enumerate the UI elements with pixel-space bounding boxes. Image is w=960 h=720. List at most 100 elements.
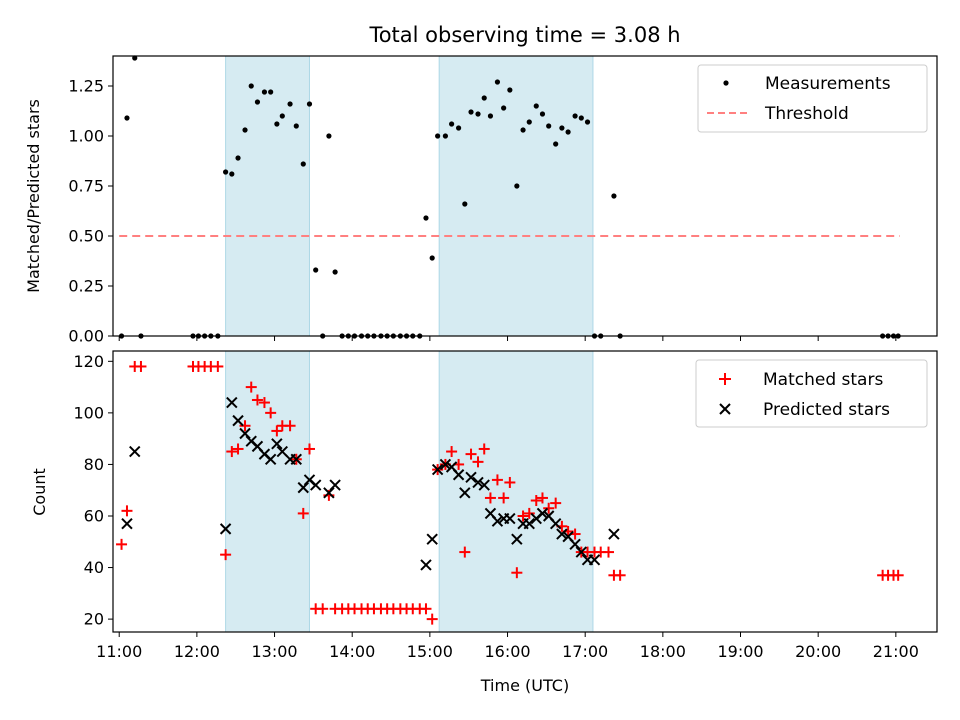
chart-title: Total observing time = 3.08 h	[368, 23, 680, 47]
count-legend: Matched stars Predicted stars	[695, 359, 928, 428]
matched-star-point	[491, 474, 503, 486]
measurement-point	[501, 105, 507, 111]
threshold-legend-label: Threshold	[764, 104, 849, 124]
measurement-point	[261, 89, 268, 95]
count-y-axis-label: Count	[30, 468, 49, 516]
ratio-y-tick-label: 1.25	[68, 77, 104, 96]
measurement-point	[300, 161, 306, 167]
measurements-legend-label: Measurements	[765, 74, 891, 94]
time-x-tick-label: 13:00	[251, 642, 297, 661]
ratio-y-tick-label: 0.50	[68, 227, 104, 246]
matched-star-point	[271, 425, 283, 437]
observing-intervals-bottom	[225, 350, 594, 633]
ratio-y-tick-label: 0.00	[68, 327, 104, 346]
time-x-axis: 11:00 12:00 13:00 14:00 15:00 16:00 17:00 18:00…	[96, 632, 919, 661]
matched-star-point	[484, 492, 496, 504]
matched-star-point	[121, 505, 133, 517]
count-panel-frame	[112, 350, 938, 633]
measurement-point	[423, 215, 429, 221]
matched-star-point	[614, 569, 626, 581]
measurement-point	[553, 141, 559, 147]
matched-star-point	[212, 360, 224, 372]
matched-star-point	[303, 443, 315, 455]
matched-star-point	[517, 510, 529, 522]
measurement-point	[539, 111, 546, 117]
matched-star-point	[498, 492, 510, 504]
time-x-tick-label: 16:00	[484, 642, 530, 661]
predicted-stars-series	[121, 396, 620, 571]
predicted-legend-marker	[719, 403, 731, 415]
matched-star-point	[511, 567, 523, 579]
time-x-tick-label: 17:00	[562, 642, 608, 661]
time-x-tick-label: 19:00	[717, 642, 763, 661]
predicted-star-point	[465, 471, 477, 484]
matched-star-point	[226, 446, 238, 458]
matched-star-point	[116, 538, 128, 550]
measurement-point	[435, 133, 441, 139]
count-y-tick-label: 40	[84, 558, 104, 577]
time-x-tick-label: 15:00	[407, 642, 453, 661]
matched-star-point	[245, 381, 257, 393]
time-x-tick-label: 11:00	[96, 642, 142, 661]
time-x-tick-label: 18:00	[640, 642, 686, 661]
measurement-point	[429, 255, 435, 261]
predicted-star-point	[226, 396, 238, 409]
predicted-legend-label: Predicted stars	[763, 400, 890, 420]
matched-star-point	[420, 603, 432, 615]
matched-star-point	[550, 497, 562, 509]
ratio-y-tick-label: 1.00	[68, 127, 104, 146]
matched-star-point	[265, 407, 277, 419]
predicted-star-point	[588, 554, 601, 566]
predicted-star-point	[129, 445, 141, 458]
predicted-star-point	[569, 538, 581, 551]
observing-intervals	[225, 55, 594, 337]
measurement-point	[526, 119, 532, 125]
measurement-point	[332, 269, 338, 275]
matched-star-point	[220, 549, 232, 561]
matched-star-point	[239, 420, 251, 432]
predicted-star-point	[290, 453, 302, 465]
ratio-y-tick-label: 0.25	[68, 277, 104, 296]
measurement-point	[487, 113, 494, 119]
measurement-point	[254, 99, 261, 105]
ratio-y-tick-label: 0.75	[68, 177, 104, 196]
measurement-point	[223, 169, 229, 175]
count-y-tick-label: 80	[84, 455, 104, 474]
observing-interval	[225, 55, 310, 337]
matched-star-point	[543, 502, 555, 514]
count-y-tick-label: 120	[73, 352, 104, 371]
ratio-legend: Measurements Threshold	[697, 64, 928, 133]
predicted-star-point	[549, 518, 562, 530]
count-legend-box	[695, 359, 928, 428]
measurement-point	[611, 193, 617, 199]
ratio-x-ticks	[118, 336, 897, 341]
measurement-point	[287, 101, 293, 107]
predicted-star-point	[556, 528, 568, 540]
measurement-point	[514, 183, 520, 189]
measurement-point	[124, 115, 130, 121]
predicted-star-point	[575, 546, 588, 558]
time-x-tick-label: 21:00	[873, 642, 919, 661]
measurement-point	[449, 121, 455, 127]
measurement-point	[494, 79, 501, 85]
predicted-star-point	[536, 507, 549, 520]
matched-star-point	[284, 420, 296, 432]
matched-star-point	[536, 492, 548, 504]
matched-star-point	[523, 507, 535, 519]
measurement-point	[481, 95, 487, 101]
predicted-star-point	[239, 427, 251, 440]
predicted-star-point	[511, 533, 523, 545]
count-y-tick-label: 100	[73, 403, 104, 422]
measurement-point	[546, 123, 552, 129]
count-y-tick-label: 60	[84, 506, 104, 525]
matched-star-point	[446, 446, 458, 458]
measurement-point	[293, 123, 299, 129]
measurement-point	[229, 171, 235, 177]
predicted-star-point	[523, 518, 535, 530]
ratio-panel-frame	[112, 55, 938, 337]
matched-star-point	[232, 443, 244, 455]
predicted-star-point	[420, 559, 432, 571]
ratio-y-axis-label: Matched/Predicted stars	[24, 99, 43, 293]
measurement-point	[520, 127, 526, 133]
predicted-star-point	[431, 463, 444, 476]
